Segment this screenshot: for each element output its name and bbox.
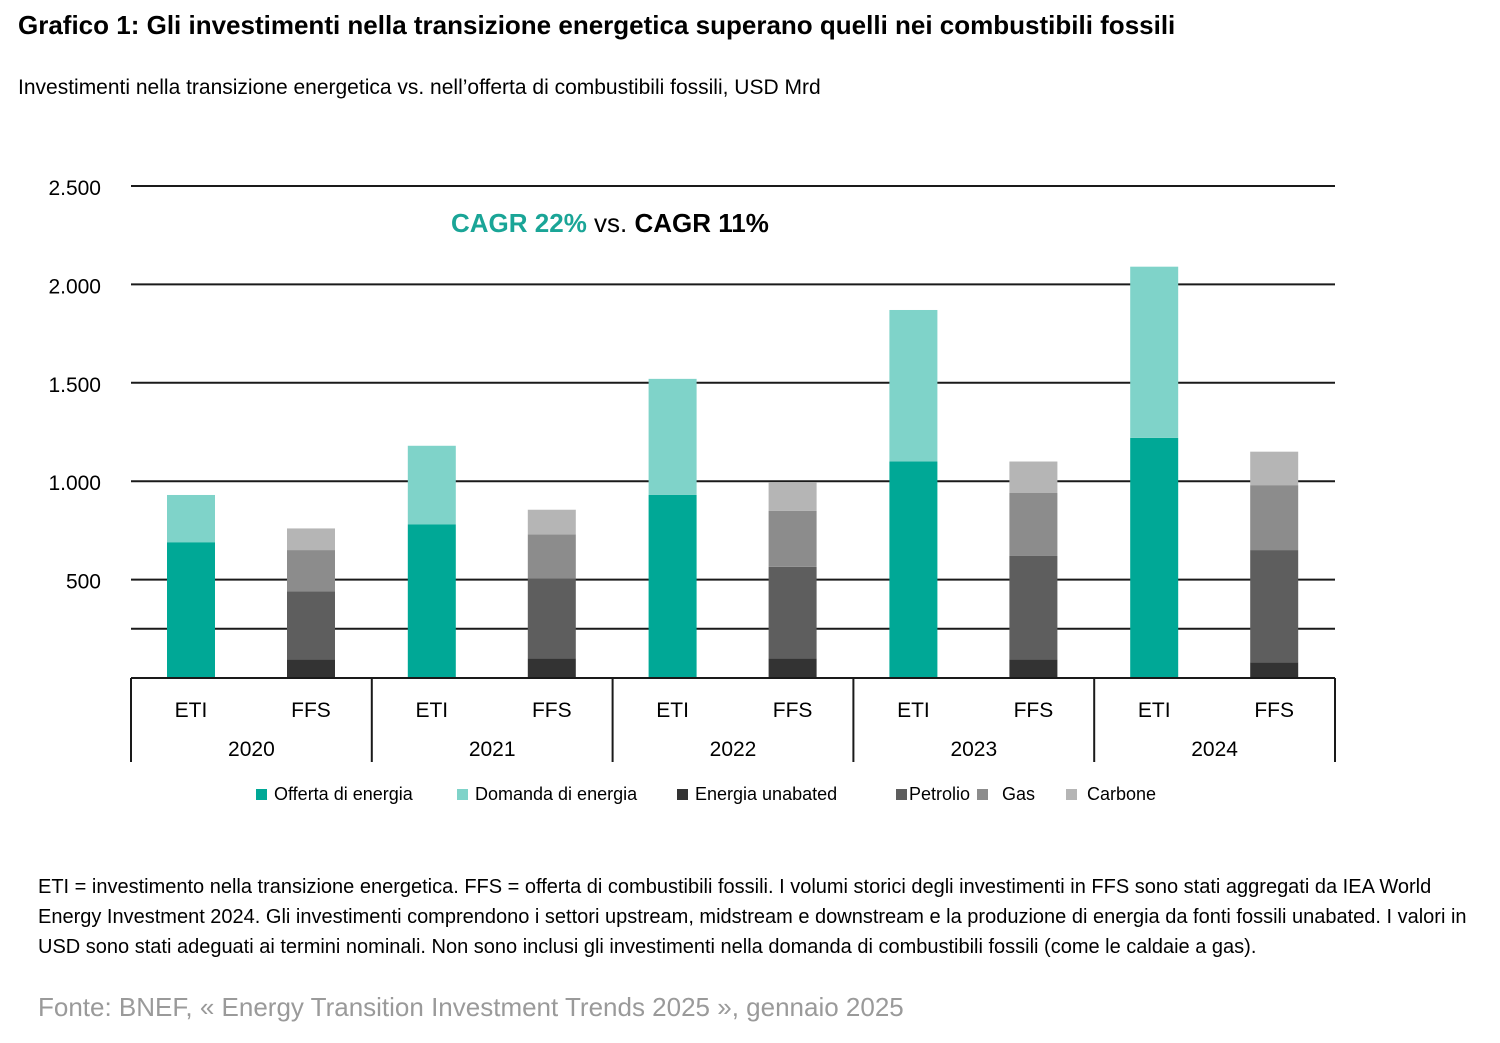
y-tick-label: 1.500 [48, 374, 101, 397]
bar-ffs-carbone-2020 [287, 528, 335, 551]
bar-eti-domanda-di-energia-2022 [648, 378, 697, 495]
x-tick-label-ffs: FFS [291, 699, 331, 722]
x-tick-label-eti: ETI [1138, 699, 1171, 722]
bar-ffs-petrolio-2020 [287, 591, 335, 660]
legend-item-carbone: Carbone [1066, 784, 1156, 805]
bar-ffs-carbone-2021 [527, 509, 576, 535]
x-tick-label-eti: ETI [897, 699, 930, 722]
bar-ffs-energia-unabated-2023 [1009, 659, 1058, 678]
bar-ffs-energia-unabated-2022 [768, 658, 817, 678]
cagr-vs-label: vs. [586, 208, 635, 238]
x-tick-label-eti: ETI [415, 699, 448, 722]
legend-label-domanda: Domanda di energia [475, 784, 638, 804]
source-note: Fonte: BNEF, « Energy Transition Investm… [38, 992, 904, 1022]
x-year-label: 2022 [710, 738, 757, 761]
legend-label-offerta: Offerta di energia [274, 784, 413, 804]
legend-label-carbone: Carbone [1087, 784, 1157, 804]
bar-eti-domanda-di-energia-2020 [167, 494, 215, 543]
legend-item-unabated: Energia unabated [677, 784, 837, 805]
bar-ffs-gas-2023 [1009, 493, 1058, 556]
x-tick-label-ffs: FFS [773, 699, 813, 722]
bar-ffs-energia-unabated-2024 [1250, 662, 1299, 678]
bar-eti-domanda-di-energia-2024 [1130, 266, 1179, 438]
y-tick-label: 500 [66, 571, 101, 594]
bar-eti-offerta-di-energia-2020 [167, 542, 215, 678]
bar-ffs-carbone-2024 [1250, 451, 1299, 486]
y-tick-label: 2.500 [48, 177, 101, 200]
legend-item-offerta: Offerta di energia [256, 784, 413, 805]
legend-label-petrolio: Petrolio [909, 784, 971, 804]
bar-ffs-energia-unabated-2020 [287, 659, 335, 678]
bar-ffs-carbone-2022 [768, 482, 817, 511]
bar-eti-offerta-di-energia-2021 [407, 524, 456, 678]
x-year-label: 2020 [228, 738, 275, 761]
bar-eti-domanda-di-energia-2023 [889, 309, 938, 462]
bar-eti-offerta-di-energia-2022 [648, 494, 697, 678]
bar-ffs-gas-2024 [1250, 485, 1299, 551]
y-tick-label: 2.000 [48, 275, 101, 298]
legend-swatch-domanda [457, 789, 468, 800]
cagr-annotation: CAGR 22% vs. CAGR 11% [451, 208, 769, 239]
bar-eti-offerta-di-energia-2023 [889, 461, 938, 678]
x-tick-label-ffs: FFS [1254, 699, 1294, 722]
bar-eti-offerta-di-energia-2024 [1130, 437, 1179, 678]
x-tick-label-eti: ETI [175, 699, 208, 722]
legend-swatch-petrolio [896, 789, 907, 800]
bar-chart: 2.500 2.000 1.500 1.000 500 ETI FFS 2020 ETI FFS 2… [48, 177, 1336, 762]
bar-ffs-gas-2020 [287, 550, 335, 592]
x-year-label: 2023 [950, 738, 997, 761]
chart-title: Grafico 1: Gli investimenti nella transi… [18, 10, 1176, 40]
bar-ffs-petrolio-2021 [527, 578, 576, 659]
x-year-label: 2024 [1191, 738, 1238, 761]
legend-label-gas: Gas [1002, 784, 1036, 804]
bar-ffs-gas-2021 [527, 534, 576, 579]
x-tick-label-ffs: FFS [532, 699, 572, 722]
legend-item-gas: Gas [977, 784, 1035, 805]
footnote: ETI = investimento nella transizione ene… [38, 876, 1467, 958]
chart-subtitle: Investimenti nella transizione energetic… [18, 76, 821, 99]
legend-item-petrolio: Petrolio [896, 784, 970, 805]
bar-ffs-petrolio-2023 [1009, 555, 1058, 660]
legend-swatch-offerta [256, 789, 267, 800]
legend-swatch-gas [977, 789, 988, 800]
legend-label-unabated: Energia unabated [695, 784, 838, 804]
x-year-label: 2021 [469, 738, 516, 761]
legend-swatch-carbone [1066, 789, 1077, 800]
bar-ffs-carbone-2023 [1009, 461, 1058, 494]
bar-ffs-gas-2022 [768, 510, 817, 567]
bar-ffs-petrolio-2022 [768, 566, 817, 659]
x-tick-label-eti: ETI [656, 699, 689, 722]
legend-item-domanda: Domanda di energia [457, 784, 637, 805]
bar-ffs-petrolio-2024 [1250, 550, 1299, 663]
cagr-eti-label: CAGR 22% [451, 208, 587, 238]
x-tick-label-ffs: FFS [1014, 699, 1054, 722]
cagr-ffs-label: CAGR 11% [634, 208, 769, 238]
legend-swatch-unabated [677, 789, 688, 800]
bar-ffs-energia-unabated-2021 [527, 658, 576, 678]
y-tick-label: 1.000 [48, 472, 101, 495]
bar-eti-domanda-di-energia-2021 [407, 445, 456, 525]
